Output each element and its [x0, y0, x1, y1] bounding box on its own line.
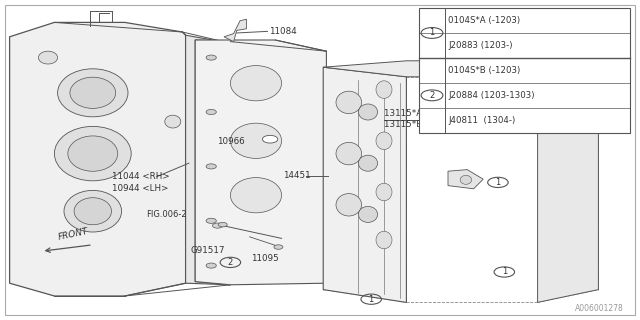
Text: J40811  (1304-): J40811 (1304-) — [448, 116, 515, 125]
Text: G91517: G91517 — [191, 246, 225, 255]
Text: 1: 1 — [369, 295, 374, 304]
Polygon shape — [195, 40, 326, 285]
Polygon shape — [186, 35, 230, 285]
Ellipse shape — [230, 66, 282, 101]
Text: 14451: 14451 — [284, 171, 311, 180]
Circle shape — [218, 222, 227, 227]
Ellipse shape — [230, 178, 282, 213]
Text: 11044 <RH>: 11044 <RH> — [112, 172, 170, 181]
Ellipse shape — [54, 126, 131, 181]
Text: 10966: 10966 — [218, 137, 245, 146]
Text: 2: 2 — [429, 91, 435, 100]
Text: 1: 1 — [502, 268, 507, 276]
Polygon shape — [448, 96, 483, 115]
Text: 0104S*A (-1203): 0104S*A (-1203) — [448, 16, 520, 25]
Circle shape — [262, 135, 278, 143]
Ellipse shape — [58, 69, 128, 117]
Ellipse shape — [358, 206, 378, 222]
Ellipse shape — [165, 115, 181, 128]
Text: 1: 1 — [429, 28, 435, 37]
Text: 2: 2 — [228, 258, 233, 267]
Ellipse shape — [358, 104, 378, 120]
Ellipse shape — [461, 101, 474, 111]
Polygon shape — [448, 170, 483, 189]
Text: 0104S*B (-1203): 0104S*B (-1203) — [448, 66, 520, 75]
Polygon shape — [10, 22, 186, 296]
Polygon shape — [195, 40, 230, 285]
Ellipse shape — [376, 183, 392, 201]
Ellipse shape — [70, 77, 116, 108]
Circle shape — [206, 218, 216, 223]
Ellipse shape — [376, 81, 392, 99]
Text: 11095: 11095 — [252, 254, 279, 263]
Text: 11084: 11084 — [269, 27, 296, 36]
Text: FIG.006-2: FIG.006-2 — [146, 210, 186, 219]
Text: 1: 1 — [495, 178, 500, 187]
Ellipse shape — [74, 198, 111, 225]
Polygon shape — [224, 19, 246, 42]
Circle shape — [274, 245, 283, 249]
Ellipse shape — [230, 123, 282, 158]
Text: 13115*B <LH>: 13115*B <LH> — [384, 120, 451, 129]
Text: A006001278: A006001278 — [575, 304, 624, 313]
Polygon shape — [538, 67, 598, 302]
Text: 10944 <LH>: 10944 <LH> — [112, 184, 168, 193]
Ellipse shape — [336, 91, 362, 114]
Circle shape — [206, 55, 216, 60]
Ellipse shape — [64, 190, 122, 232]
Ellipse shape — [460, 175, 472, 184]
Ellipse shape — [358, 155, 378, 171]
Circle shape — [212, 223, 223, 228]
Text: J20883 (1203-): J20883 (1203-) — [448, 41, 513, 50]
Circle shape — [206, 164, 216, 169]
Bar — [419, 8, 630, 133]
Ellipse shape — [336, 194, 362, 216]
Ellipse shape — [376, 132, 392, 149]
Text: J20884 (1203-1303): J20884 (1203-1303) — [448, 91, 534, 100]
Ellipse shape — [38, 51, 58, 64]
Text: FRONT: FRONT — [58, 227, 90, 242]
Circle shape — [206, 263, 216, 268]
Polygon shape — [323, 61, 598, 77]
Text: 13115*A <RH>: 13115*A <RH> — [384, 109, 452, 118]
Ellipse shape — [336, 142, 362, 165]
Ellipse shape — [376, 231, 392, 249]
Polygon shape — [323, 67, 406, 302]
Circle shape — [206, 109, 216, 115]
Ellipse shape — [68, 136, 118, 171]
